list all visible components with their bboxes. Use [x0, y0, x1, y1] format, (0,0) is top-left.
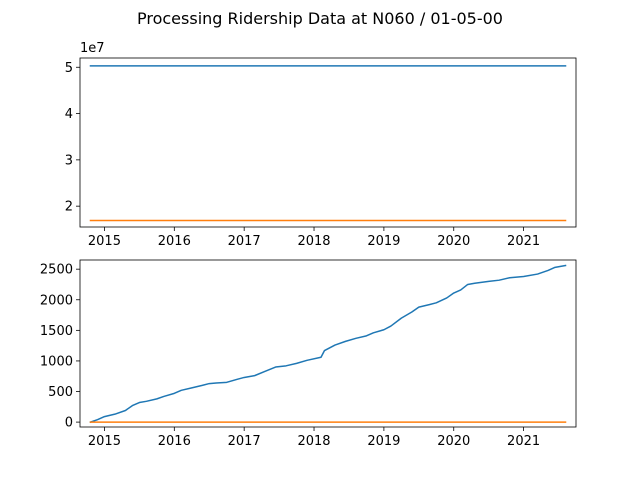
- y-offset-label: 1e7: [80, 41, 105, 56]
- x-tick-label: 2019: [367, 434, 400, 449]
- x-tick-label: 2021: [507, 434, 540, 449]
- axes-frame: [79, 57, 577, 228]
- x-tick-label: 2018: [297, 434, 330, 449]
- y-tick-label: 2000: [40, 293, 73, 308]
- x-tick-label: 2016: [158, 234, 191, 249]
- y-tick-label: 1500: [40, 324, 73, 339]
- y-tick-label: 500: [48, 385, 73, 400]
- y-tick-label: 2: [65, 200, 73, 215]
- x-tick-label: 2019: [367, 234, 400, 249]
- x-tick-label: 2015: [88, 234, 121, 249]
- x-tick-label: 2021: [507, 234, 540, 249]
- y-tick-label: 5: [65, 61, 73, 76]
- axes-frame: [79, 259, 577, 428]
- x-tick-label: 2017: [228, 434, 261, 449]
- y-tick-label: 4: [65, 107, 73, 122]
- y-tick-label: 3: [65, 153, 73, 168]
- x-tick-label: 2015: [88, 434, 121, 449]
- y-tick-label: 0: [65, 416, 73, 431]
- x-tick-label: 2016: [158, 434, 191, 449]
- x-tick-label: 2020: [437, 434, 470, 449]
- x-tick-label: 2017: [228, 234, 261, 249]
- x-tick-label: 2018: [297, 234, 330, 249]
- y-tick-label: 2500: [40, 263, 73, 278]
- y-tick-label: 1000: [40, 354, 73, 369]
- series-line-1: [89, 264, 567, 424]
- chart-1: 2015 2016 2017 2018 2019 2020 2021 2 3 4 5 1e7: [65, 41, 577, 249]
- chart-2: 2015 2016 2017 2018 2019 2020 2021 0 500 1000 1500…: [40, 259, 577, 449]
- figure-title: Processing Ridership Data at N060 / 01-0…: [137, 9, 503, 28]
- x-tick-label: 2020: [437, 234, 470, 249]
